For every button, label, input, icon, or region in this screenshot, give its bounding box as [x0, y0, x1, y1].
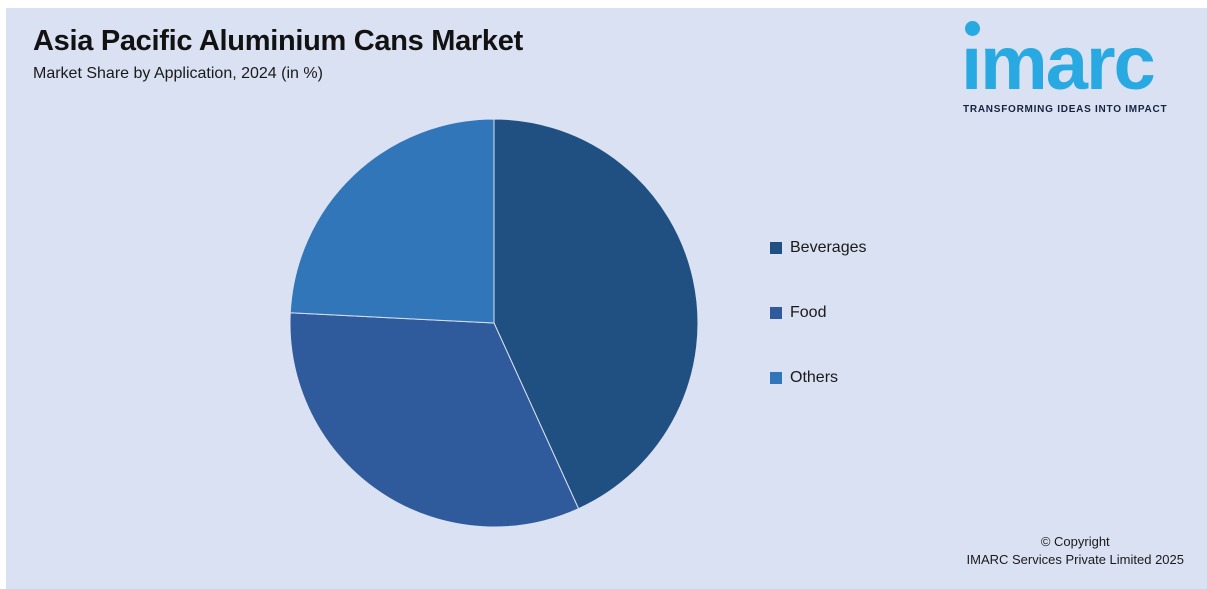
pie-slice-others	[289, 118, 495, 324]
page-subtitle: Market Share by Application, 2024 (in %)	[33, 65, 323, 82]
legend-label: Food	[790, 304, 827, 321]
legend-swatch-icon	[770, 242, 782, 254]
imarc-logo: ımarc TRANSFORMING IDEAS INTO IMPACT	[953, 0, 1193, 120]
copyright-line1: © Copyright	[1040, 534, 1110, 549]
legend: Beverages Food Others	[770, 238, 867, 388]
legend-item-beverages: Beverages	[770, 238, 867, 258]
legend-swatch-icon	[770, 307, 782, 319]
imarc-wordmark: ımarc	[961, 21, 1156, 106]
logo-tagline: TRANSFORMING IDEAS INTO IMPACT	[963, 104, 1168, 115]
legend-swatch-icon	[770, 372, 782, 384]
copyright-notice: © Copyright IMARC Services Private Limit…	[967, 533, 1184, 569]
pie-slice-beverages	[493, 118, 699, 510]
logo-dot-icon	[965, 21, 980, 36]
legend-label: Beverages	[790, 239, 867, 256]
legend-item-food: Food	[770, 303, 867, 323]
pie-slice-food	[289, 312, 580, 528]
copyright-line2: IMARC Services Private Limited 2025	[966, 552, 1184, 567]
page-title: Asia Pacific Aluminium Cans Market	[33, 25, 523, 57]
legend-label: Others	[790, 369, 839, 386]
legend-item-others: Others	[770, 368, 867, 388]
